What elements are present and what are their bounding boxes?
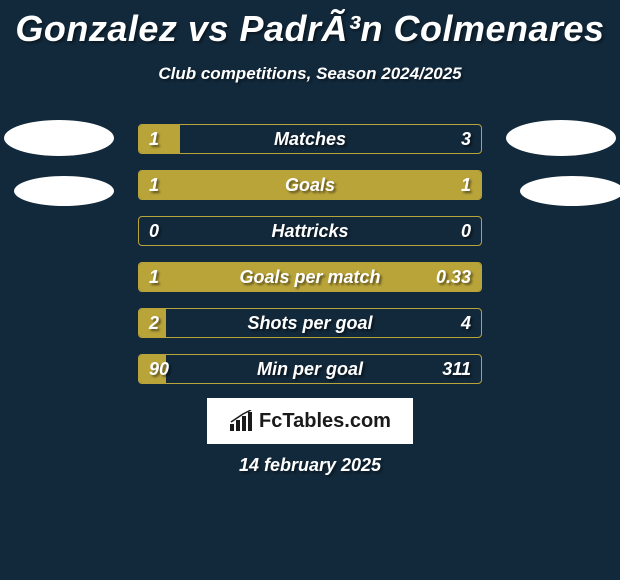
stats-bars: 1Matches31Goals10Hattricks01Goals per ma… <box>138 124 482 400</box>
stat-bar: 1Goals1 <box>138 170 482 200</box>
bar-label: Shots per goal <box>139 309 481 337</box>
player-right-avatar-1 <box>506 120 616 156</box>
bar-label: Matches <box>139 125 481 153</box>
stat-bar: 0Hattricks0 <box>138 216 482 246</box>
bar-label: Goals per match <box>139 263 481 291</box>
branding-chart-icon <box>229 410 255 432</box>
stat-bar: 90Min per goal311 <box>138 354 482 384</box>
bar-value-right: 0 <box>461 217 471 245</box>
stat-bar: 1Goals per match0.33 <box>138 262 482 292</box>
bar-value-right: 311 <box>442 355 471 383</box>
page-title: Gonzalez vs PadrÃ³n Colmenares <box>0 0 620 50</box>
bar-value-right: 0.33 <box>436 263 471 291</box>
page-subtitle: Club competitions, Season 2024/2025 <box>0 64 620 84</box>
bar-value-right: 4 <box>461 309 471 337</box>
branding-text: FcTables.com <box>259 410 391 433</box>
stat-bar: 2Shots per goal4 <box>138 308 482 338</box>
branding-badge: FcTables.com <box>207 398 413 444</box>
player-left-avatar-2 <box>14 176 114 206</box>
bar-label: Hattricks <box>139 217 481 245</box>
stat-bar: 1Matches3 <box>138 124 482 154</box>
bar-value-right: 3 <box>461 125 471 153</box>
bar-label: Goals <box>139 171 481 199</box>
player-right-avatar-2 <box>520 176 620 206</box>
bar-label: Min per goal <box>139 355 481 383</box>
date-label: 14 february 2025 <box>0 455 620 476</box>
player-left-avatar-1 <box>4 120 114 156</box>
bar-value-right: 1 <box>461 171 471 199</box>
